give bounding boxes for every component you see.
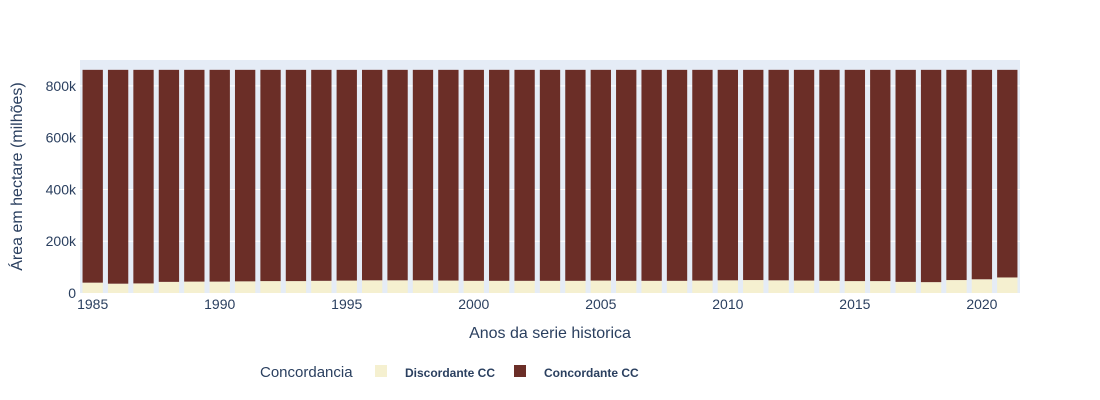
bar-concordante-cc: [870, 69, 891, 282]
bar-concordante-cc: [997, 69, 1018, 278]
bar-discordante-cc: [260, 281, 281, 293]
bar-discordante-cc: [463, 280, 484, 293]
bar-concordante-cc: [844, 69, 866, 282]
bars: [82, 69, 1018, 293]
y-tick-label: 400k: [46, 181, 77, 197]
legend-swatch: [375, 365, 387, 377]
bar-discordante-cc: [489, 280, 510, 293]
bar-discordante-cc: [209, 281, 230, 293]
bar-concordante-cc: [387, 69, 408, 281]
bar-concordante-cc: [514, 69, 535, 281]
bar-discordante-cc: [387, 280, 408, 293]
legend: Concordancia Discordante CC Concordante C…: [260, 364, 639, 381]
x-axis-title: Anos da serie historica: [469, 325, 631, 342]
bar-discordante-cc: [844, 281, 866, 293]
bar-concordante-cc: [133, 69, 154, 284]
bar-concordante-cc: [641, 69, 662, 281]
bar-concordante-cc: [666, 69, 688, 281]
bar-concordante-cc: [285, 69, 307, 282]
bar-discordante-cc: [336, 280, 357, 293]
bar-concordante-cc: [692, 69, 713, 281]
x-tick-label: 2005: [585, 296, 616, 312]
x-tick-label: 1995: [331, 296, 362, 312]
bar-concordante-cc: [311, 69, 332, 281]
bar-concordante-cc: [819, 69, 840, 281]
bar-concordante-cc: [260, 69, 281, 282]
y-axis-title: Área em hectare (milhões): [7, 82, 26, 271]
x-tick-label: 2015: [839, 296, 870, 312]
y-tick-label: 0: [68, 285, 76, 301]
bar-discordante-cc: [234, 281, 256, 293]
bar-discordante-cc: [768, 280, 789, 293]
bar-discordante-cc: [158, 281, 180, 293]
x-axis-ticks: 1985 1990 1995 2000 2005 2010 2015 2020: [77, 296, 998, 312]
bar-discordante-cc: [412, 280, 434, 293]
bar-discordante-cc: [590, 280, 611, 293]
bar-concordante-cc: [971, 69, 993, 280]
x-tick-label: 2020: [966, 296, 997, 312]
legend-swatch: [514, 365, 526, 377]
y-tick-label: 200k: [46, 233, 77, 249]
bar-discordante-cc: [82, 282, 103, 293]
bar-discordante-cc: [285, 281, 307, 293]
bar-discordante-cc: [362, 280, 383, 293]
bar-discordante-cc: [870, 281, 891, 293]
bar-discordante-cc: [743, 280, 764, 293]
bar-concordante-cc: [412, 69, 434, 281]
bar-concordante-cc: [489, 69, 510, 281]
bar-discordante-cc: [565, 280, 586, 293]
bar-discordante-cc: [895, 281, 916, 293]
bar-discordante-cc: [692, 280, 713, 293]
bar-concordante-cc: [209, 69, 230, 282]
bar-discordante-cc: [717, 280, 738, 293]
bar-discordante-cc: [793, 280, 815, 293]
legend-title: Concordancia: [260, 364, 353, 381]
bar-concordante-cc: [184, 69, 205, 282]
bar-discordante-cc: [184, 281, 205, 293]
bar-discordante-cc: [666, 280, 688, 293]
bar-concordante-cc: [920, 69, 942, 283]
bar-concordante-cc: [539, 69, 561, 281]
bar-discordante-cc: [920, 282, 942, 293]
bar-discordante-cc: [641, 280, 662, 293]
bar-concordante-cc: [362, 69, 383, 281]
bar-concordante-cc: [82, 69, 103, 283]
x-tick-label: 1990: [204, 296, 235, 312]
x-tick-label: 2010: [712, 296, 743, 312]
bar-discordante-cc: [107, 283, 129, 293]
bar-concordante-cc: [946, 69, 967, 281]
y-tick-label: 600k: [46, 130, 77, 146]
bar-concordante-cc: [590, 69, 611, 281]
y-tick-label: 800k: [46, 78, 77, 94]
legend-label: Concordante CC: [544, 366, 639, 380]
bar-discordante-cc: [997, 277, 1018, 293]
bar-concordante-cc: [158, 69, 180, 282]
bar-discordante-cc: [971, 279, 993, 293]
bar-concordante-cc: [768, 69, 789, 281]
bar-concordante-cc: [895, 69, 916, 282]
bar-discordante-cc: [514, 280, 535, 293]
bar-concordante-cc: [616, 69, 637, 281]
bar-discordante-cc: [539, 280, 561, 293]
bar-concordante-cc: [717, 69, 738, 281]
bar-discordante-cc: [133, 283, 154, 293]
bar-concordante-cc: [565, 69, 586, 281]
bar-concordante-cc: [336, 69, 357, 281]
bar-discordante-cc: [946, 280, 967, 293]
bar-concordante-cc: [743, 69, 764, 281]
bar-discordante-cc: [616, 280, 637, 293]
bar-concordante-cc: [234, 69, 256, 282]
bar-discordante-cc: [311, 280, 332, 293]
bar-concordante-cc: [463, 69, 484, 281]
bar-concordante-cc: [438, 69, 459, 281]
x-tick-label: 1985: [77, 296, 108, 312]
legend-label: Discordante CC: [405, 366, 495, 380]
bar-concordante-cc: [107, 69, 129, 284]
bar-discordante-cc: [819, 280, 840, 293]
bar-discordante-cc: [438, 280, 459, 293]
y-axis-ticks: 0 200k 400k 600k 800k: [46, 78, 77, 301]
x-tick-label: 2000: [458, 296, 489, 312]
bar-concordante-cc: [793, 69, 815, 281]
